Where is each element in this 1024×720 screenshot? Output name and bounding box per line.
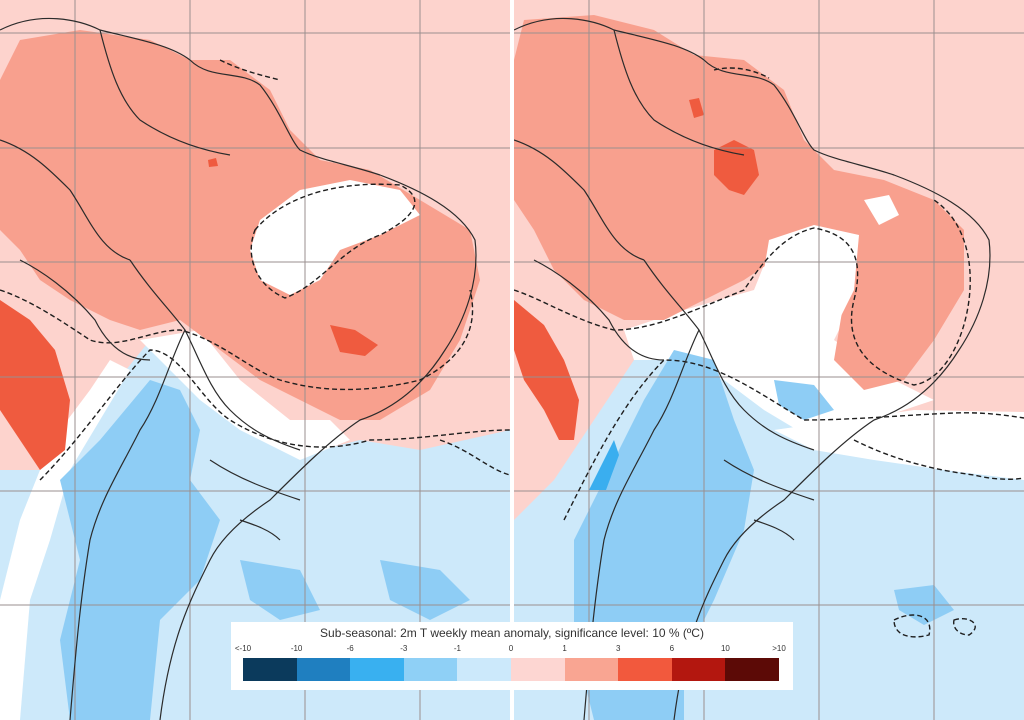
map-right-svg [514, 0, 1024, 720]
warm-region-strong-3 [208, 158, 218, 167]
legend-swatch [296, 658, 351, 681]
legend-tick-label: 10 [720, 644, 730, 653]
neutral-interior-2 [864, 195, 899, 225]
map-left-svg [0, 0, 510, 720]
legend-tick-label: -1 [453, 644, 461, 653]
country-borders [0, 17, 477, 720]
grid-lines [0, 0, 510, 720]
legend-swatch [671, 658, 726, 681]
legend-tick-label: >10 [772, 644, 786, 653]
legend-swatch [564, 658, 619, 681]
legend-swatch [618, 658, 672, 681]
legend-color-bar [243, 658, 779, 681]
legend-swatch [350, 658, 404, 681]
anomaly-map-left [0, 0, 510, 720]
warm-region [0, 30, 480, 420]
neutral-region [140, 330, 350, 460]
legend-tick-label: -10 [290, 644, 303, 653]
warm-region-strong-2 [330, 325, 378, 356]
grid-lines [514, 0, 1024, 720]
warm-region-strong-3 [689, 98, 704, 118]
legend-swatch [725, 658, 779, 681]
legend-title: Sub-seasonal: 2m T weekly mean anomaly, … [320, 626, 704, 640]
legend-tick-label: -3 [400, 644, 408, 653]
legend-tick-label: -6 [346, 644, 354, 653]
legend-swatch [457, 658, 511, 681]
anomaly-map-right [514, 0, 1024, 720]
legend-tick-label: <-10 [234, 644, 252, 653]
legend-tick-label: 3 [615, 644, 621, 653]
warm-region-strong [0, 300, 70, 470]
legend-tick-label: 1 [562, 644, 567, 653]
neutral-interior [250, 180, 420, 295]
legend-tick-label: 6 [669, 644, 675, 653]
warm-region-strong [514, 300, 579, 440]
warm-region [514, 15, 964, 390]
color-legend: Sub-seasonal: 2m T weekly mean anomaly, … [231, 622, 793, 690]
panel-divider [510, 0, 514, 720]
neutral-region-south [774, 410, 1024, 480]
legend-tick-label: 0 [508, 644, 514, 653]
warm-region-strong-2 [714, 140, 759, 195]
significance-contours [514, 67, 1024, 638]
neutral-interior [764, 225, 859, 330]
cold-region-strong [589, 440, 619, 490]
legend-tick-labels: <-10 -10 -6 -3 -1 0 1 3 6 10 >10 [235, 644, 786, 656]
cold-region-deep [60, 380, 220, 720]
legend-swatch [243, 658, 297, 681]
legend-swatch [403, 658, 458, 681]
legend-swatch [510, 658, 565, 681]
